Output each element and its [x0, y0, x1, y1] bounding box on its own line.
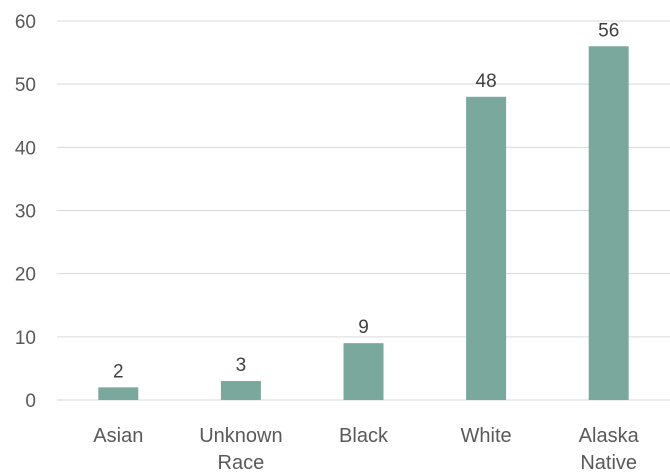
y-tick-label: 60: [15, 12, 36, 33]
y-axis-tick-labels: 0 10 20 30 40 50 60: [15, 12, 36, 412]
y-tick-label: 20: [15, 265, 36, 286]
category-label: Alaska Native: [579, 425, 640, 474]
data-label: 2: [113, 361, 124, 382]
category-label: Unknown Race: [199, 425, 282, 474]
bar: [220, 381, 261, 400]
bars: [98, 46, 629, 401]
y-tick-label: 50: [15, 75, 36, 96]
y-tick-label: 30: [15, 202, 36, 223]
bar: [343, 343, 384, 400]
data-label: 56: [598, 20, 619, 41]
gridlines: [57, 20, 670, 401]
category-label: Asian: [93, 425, 143, 447]
category-label: Black: [339, 425, 389, 447]
data-labels: 2 3 9 48 56: [113, 20, 619, 382]
data-label: 3: [236, 355, 247, 376]
x-axis-category-labels: Asian Unknown Race Black White Alaska Native: [93, 425, 639, 474]
category-label: White: [461, 425, 512, 447]
bar: [98, 387, 139, 400]
bar: [466, 96, 507, 401]
bar: [588, 46, 629, 401]
y-tick-label: 40: [15, 138, 36, 159]
data-label: 9: [358, 317, 369, 338]
data-label: 48: [476, 71, 497, 92]
y-tick-label: 10: [15, 328, 36, 349]
y-tick-label: 0: [25, 391, 36, 412]
